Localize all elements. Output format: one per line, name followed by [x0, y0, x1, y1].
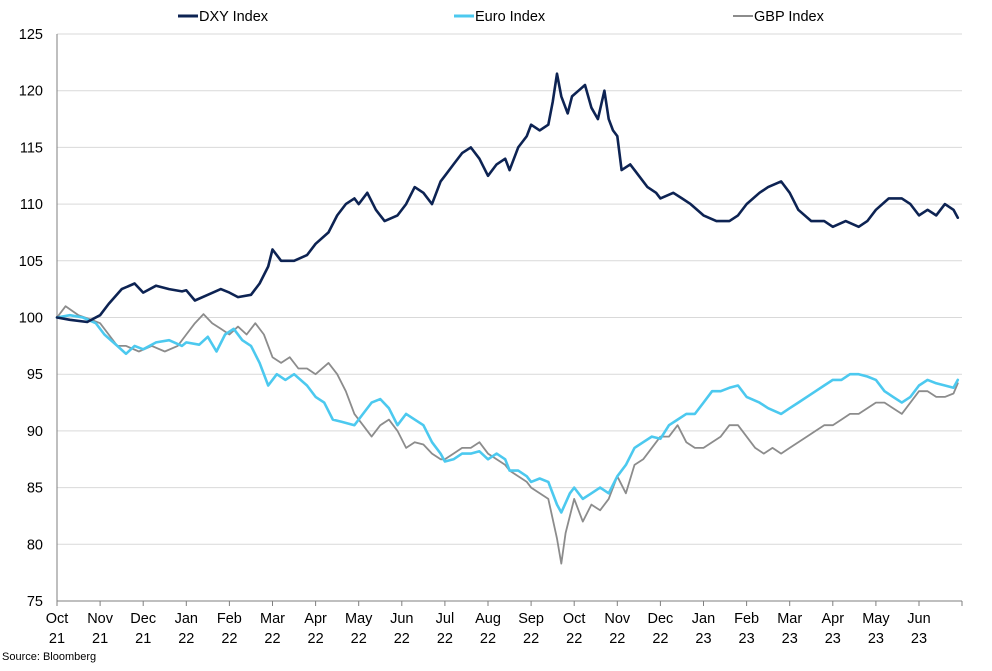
x-tick-year-label: 22	[221, 631, 237, 647]
x-tick-month-label: Apr	[822, 611, 845, 627]
x-tick-month-label: Oct	[46, 611, 69, 627]
series-line-dxy-index	[55, 72, 960, 324]
y-tick-label: 125	[19, 27, 43, 43]
x-tick-month-label: Dec	[648, 611, 674, 627]
x-tick-year-label: 21	[92, 631, 108, 647]
x-tick-year-label: 22	[308, 631, 324, 647]
x-tick-year-label: 23	[868, 631, 884, 647]
x-tick-month-label: May	[862, 611, 890, 627]
x-tick-month-label: Jan	[692, 611, 715, 627]
x-tick-month-label: Jun	[390, 611, 413, 627]
series-line-euro-index	[55, 313, 960, 514]
x-tick-year-label: 22	[264, 631, 280, 647]
legend-label: DXY Index	[199, 9, 269, 25]
y-tick-label: 85	[27, 481, 43, 497]
x-tick-month-label: Jun	[907, 611, 930, 627]
x-tick-month-label: Nov	[604, 611, 631, 627]
x-tick-month-label: Apr	[304, 611, 327, 627]
source-note: Source: Bloomberg	[2, 651, 97, 663]
x-tick-month-label: Oct	[563, 611, 586, 627]
y-tick-label: 115	[20, 140, 43, 156]
x-tick-year-label: 22	[566, 631, 582, 647]
y-tick-label: 105	[19, 254, 43, 270]
y-tick-label: 90	[27, 424, 43, 440]
x-tick-year-label: 22	[609, 631, 625, 647]
y-tick-label: 110	[20, 197, 43, 213]
x-tick-year-label: 23	[825, 631, 841, 647]
x-tick-month-label: Mar	[260, 611, 285, 627]
x-tick-year-label: 23	[911, 631, 927, 647]
x-tick-year-label: 22	[652, 631, 668, 647]
x-tick-year-label: 22	[394, 631, 410, 647]
x-tick-month-label: Dec	[130, 611, 156, 627]
x-tick-month-label: Nov	[87, 611, 114, 627]
x-tick-year-label: 22	[178, 631, 194, 647]
series-line-gbp-index	[56, 305, 959, 565]
series-lines	[55, 72, 960, 565]
y-tick-label: 100	[19, 311, 43, 327]
x-tick-month-label: Feb	[734, 611, 759, 627]
x-tick-month-label: Jul	[436, 611, 455, 627]
gridlines	[57, 33, 962, 545]
y-tick-label: 95	[27, 367, 43, 383]
x-tick-year-label: 21	[135, 631, 151, 647]
x-tick-year-label: 22	[480, 631, 496, 647]
x-tick-year-label: 23	[782, 631, 798, 647]
y-tick-label: 120	[19, 84, 43, 100]
y-tick-label: 75	[27, 594, 43, 610]
x-tick-month-label: Feb	[217, 611, 242, 627]
x-tick-month-label: Aug	[475, 611, 501, 627]
axes: 75 80 85 90 95 100 105 110 115 120 125 Oct 21 Nov 21 De…	[19, 27, 963, 647]
legend: DXY Index Euro Index GBP Index	[178, 9, 825, 25]
x-tick-year-label: 23	[695, 631, 711, 647]
x-tick-month-label: May	[345, 611, 373, 627]
x-tick-year-label: 22	[523, 631, 539, 647]
x-tick-year-label: 21	[49, 631, 65, 647]
y-tick-label: 80	[27, 537, 43, 553]
legend-label: GBP Index	[754, 9, 825, 25]
x-tick-month-label: Sep	[518, 611, 544, 627]
legend-label: Euro Index	[475, 9, 546, 25]
x-tick-year-label: 22	[437, 631, 453, 647]
x-tick-month-label: Jan	[175, 611, 198, 627]
x-tick-month-label: Mar	[777, 611, 802, 627]
x-tick-year-label: 23	[739, 631, 755, 647]
x-tick-year-label: 22	[351, 631, 367, 647]
